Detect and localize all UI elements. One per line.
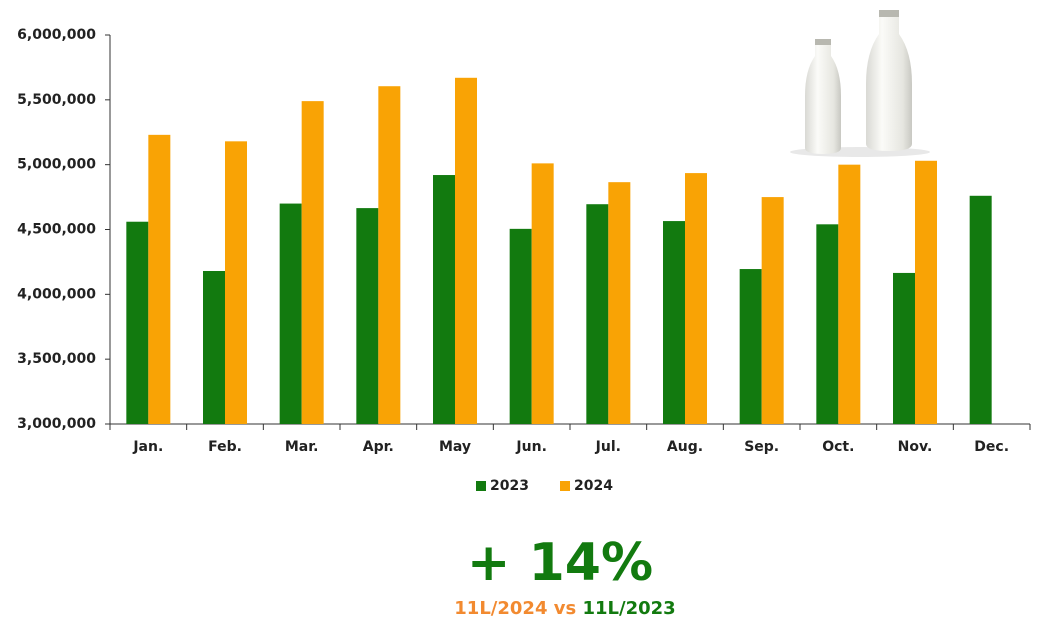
milk-bottles (790, 10, 930, 157)
bar (356, 208, 379, 424)
bar (969, 195, 992, 424)
x-tick-label: May (439, 439, 471, 455)
y-tick-label: 5,000,000 (17, 157, 96, 173)
comparison-2024: 11L/2024 (454, 598, 547, 619)
x-tick-label: Apr. (363, 439, 394, 455)
headline: + 14% (467, 533, 653, 593)
x-tick-label: Jun. (515, 439, 546, 455)
bar (761, 197, 784, 424)
x-tick-label: Nov. (898, 439, 933, 455)
bar (225, 141, 247, 424)
bar (279, 203, 302, 424)
y-tick-label: 3,500,000 (17, 351, 96, 367)
x-tick-label: Feb. (208, 439, 242, 455)
bar (509, 228, 532, 424)
bar (203, 270, 225, 424)
bar (893, 272, 915, 424)
y-tick-label: 3,000,000 (17, 416, 96, 432)
x-tick-label: Oct. (822, 439, 854, 455)
bar (608, 182, 631, 424)
legend-label: 2024 (574, 478, 613, 494)
bar (531, 163, 554, 424)
bar (126, 221, 149, 424)
x-tick-label: Aug. (667, 439, 703, 455)
y-tick-label: 4,500,000 (17, 222, 96, 238)
bar (739, 269, 762, 424)
bar (915, 160, 937, 424)
y-tick-label: 4,000,000 (17, 286, 96, 302)
x-tick-label: Mar. (285, 439, 319, 455)
comparison-vs: vs (554, 598, 576, 619)
x-tick-label: Jan. (132, 439, 163, 455)
x-tick-label: Sep. (744, 439, 779, 455)
bar (433, 175, 455, 424)
bar (586, 204, 609, 424)
legend-swatch (560, 481, 570, 491)
bar (838, 164, 861, 424)
bar (663, 221, 685, 424)
bar (685, 173, 707, 424)
legend-swatch (476, 481, 486, 491)
bar (455, 77, 477, 424)
bar (148, 134, 171, 425)
legend-label: 2023 (490, 478, 529, 494)
bar (301, 101, 324, 424)
x-tick-label: Jul. (595, 439, 621, 455)
x-tick-label: Dec. (974, 439, 1009, 455)
comparison-2023: 11L/2023 (583, 598, 676, 619)
bar (816, 224, 839, 424)
comparison: 11L/2024 vs 11L/2023 (454, 598, 675, 619)
bar (378, 86, 401, 425)
y-tick-label: 5,500,000 (17, 92, 96, 108)
y-tick-label: 6,000,000 (17, 27, 96, 43)
